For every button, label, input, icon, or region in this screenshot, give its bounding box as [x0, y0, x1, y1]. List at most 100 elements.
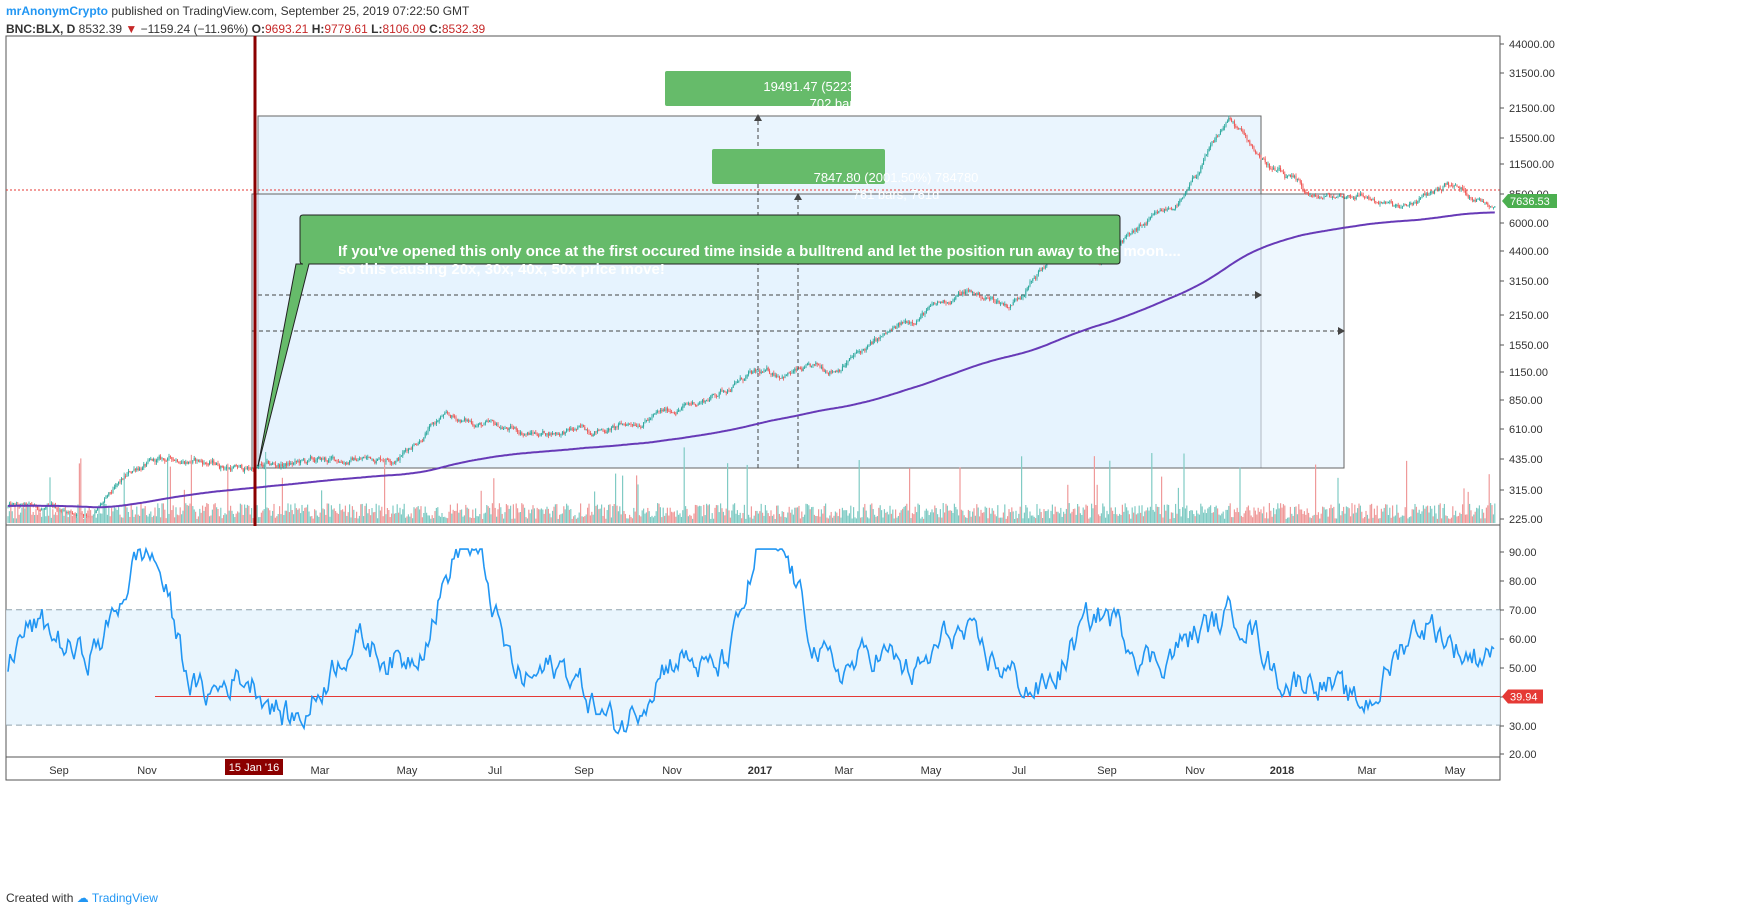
volume-bar-820: [1155, 503, 1157, 523]
volume-bar-485: [686, 508, 688, 523]
volume-bar-640: [903, 506, 905, 523]
candle-429: [608, 427, 610, 433]
candle-849: [1196, 174, 1198, 180]
volume-bar-970: [1365, 510, 1367, 523]
candle-544: [769, 368, 771, 375]
candle-975: [1372, 197, 1374, 201]
candle-249: [356, 458, 358, 462]
volume-bar-331: [470, 517, 472, 523]
candle-517: [731, 387, 733, 393]
volume-bar-171: [246, 504, 248, 523]
volume-bar-479: [678, 514, 680, 523]
candle-986: [1387, 201, 1389, 204]
candle-606: [855, 349, 857, 354]
volume-bar-377: [535, 518, 537, 523]
candle-655: [924, 310, 926, 318]
candle-286: [407, 447, 409, 454]
candle-653: [921, 310, 923, 319]
candle-920: [1295, 173, 1297, 182]
candle-554: [783, 376, 785, 381]
volume-bar-843: [1187, 518, 1189, 523]
volume-bar-598: [844, 510, 846, 523]
candle-288: [410, 446, 412, 450]
volume-bar-896: [1261, 513, 1263, 523]
tradingview-brand-link[interactable]: TradingView: [91, 891, 158, 905]
volume-bar-599: [846, 510, 848, 523]
volume-bar-841: [1184, 508, 1186, 523]
candle-341: [484, 420, 486, 426]
volume-bar-102: [150, 511, 152, 523]
open-value: 9693.21: [264, 22, 309, 36]
volume-bar-359: [510, 505, 512, 523]
time-tick-10: May: [921, 765, 942, 777]
volume-bar-371: [526, 518, 528, 523]
volume-bar-327: [465, 504, 467, 523]
volume-bar-347: [493, 478, 495, 523]
volume-bar-30: [49, 477, 51, 523]
volume-bar-738: [1040, 512, 1042, 523]
volume-bar-423: [599, 508, 601, 523]
volume-bar-819: [1154, 511, 1156, 523]
time-tick-16: May: [1445, 765, 1466, 777]
volume-bar-816: [1149, 506, 1151, 523]
candle-230: [329, 455, 331, 463]
volume-bar-856: [1205, 513, 1207, 523]
volume-bar-923: [1299, 509, 1301, 523]
candle-332: [472, 421, 474, 427]
candle-657: [927, 306, 929, 312]
candle-312: [444, 411, 446, 415]
candle-882: [1242, 128, 1244, 134]
candle-684: [965, 289, 967, 295]
volume-bar-308: [438, 515, 440, 523]
candle-438: [620, 420, 622, 425]
candle-650: [917, 318, 919, 322]
candle-842: [1186, 189, 1188, 195]
volume-bar-838: [1180, 516, 1182, 523]
volume-bar-648: [914, 506, 916, 523]
candle-69: [104, 497, 106, 504]
candle-670: [945, 300, 947, 306]
volume-bar-215: [308, 511, 310, 523]
volume-bar-11: [22, 503, 24, 523]
volume-bar-1014: [1427, 505, 1429, 523]
candle-1023: [1439, 185, 1441, 191]
candle-170: [245, 465, 247, 470]
volume-bar-97: [143, 508, 145, 523]
candle-952: [1340, 192, 1342, 198]
volume-bar-1019: [1434, 505, 1436, 523]
candle-227: [325, 456, 327, 462]
volume-bar-727: [1025, 505, 1027, 523]
candle-834: [1175, 204, 1177, 211]
candle-320: [455, 415, 457, 422]
author-link[interactable]: mrAnonymCrypto: [6, 4, 109, 18]
volume-bar-853: [1201, 506, 1203, 523]
current-price-tag-bg: [1502, 194, 1557, 208]
candle-701: [988, 296, 990, 302]
volume-bar-33: [53, 514, 55, 523]
candle-271: [386, 457, 388, 461]
candle-538: [760, 369, 762, 375]
candle-542: [766, 365, 768, 372]
candle-478: [676, 409, 678, 415]
candle-420: [595, 431, 597, 435]
volume-bar-490: [693, 513, 695, 523]
volume-bar-609: [860, 517, 862, 523]
candle-801: [1128, 232, 1130, 237]
volume-bar-777: [1095, 504, 1097, 523]
volume-bar-965: [1358, 503, 1360, 523]
candle-551: [778, 375, 780, 381]
candle-425: [602, 428, 604, 433]
candle-947: [1333, 194, 1335, 198]
candle-676: [953, 297, 955, 303]
volume-bar-526: [743, 504, 745, 523]
volume-bar-592: [836, 512, 838, 523]
volume-bar-742: [1046, 510, 1048, 523]
candle-331: [470, 418, 472, 425]
volume-bar-713: [1005, 518, 1007, 523]
volume-bar-52: [80, 458, 82, 523]
candle-586: [827, 372, 829, 376]
volume-bar-1022: [1438, 504, 1440, 523]
volume-bar-1049: [1476, 507, 1478, 523]
candle-561: [792, 369, 794, 374]
